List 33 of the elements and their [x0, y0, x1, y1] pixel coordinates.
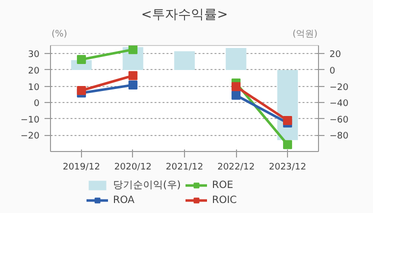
x-tick-label: 2022/12 — [217, 162, 255, 172]
y-tick-label: −10 — [20, 115, 40, 126]
y-tick-label: 10 — [28, 82, 40, 93]
y2-tick-label: 0 — [330, 66, 336, 76]
point — [128, 46, 138, 54]
y2-tick-label: 20 — [330, 50, 342, 60]
legend-label: ROIC — [212, 194, 238, 206]
legend-label: 당기순이익(우) — [113, 179, 182, 192]
y-tick-label: 0 — [34, 99, 40, 110]
y-tick-label: 30 — [28, 50, 40, 60]
bar — [226, 48, 246, 70]
y2-tick-label: −60 — [330, 115, 349, 126]
point — [283, 140, 292, 150]
point — [232, 90, 241, 100]
x-tick-label: 2023/12 — [268, 162, 306, 172]
y2-axis-title: (억원) — [292, 30, 318, 40]
y-tick-label: 20 — [28, 66, 40, 76]
y2-tick-label: −40 — [330, 99, 349, 110]
point — [128, 71, 138, 80]
legend-label: ROE — [212, 179, 234, 191]
point — [128, 80, 138, 90]
y-axis-title: (%) — [52, 30, 68, 40]
x-tick-label: 2019/12 — [62, 162, 100, 172]
y-tick-label: −20 — [20, 132, 40, 142]
legend-label: ROA — [113, 194, 136, 206]
chart-title: <투자수익률> — [141, 8, 228, 22]
y2-tick-label: −80 — [330, 132, 349, 142]
point — [232, 82, 241, 92]
y2-tick-label: −20 — [330, 82, 349, 93]
point — [76, 55, 86, 64]
x-tick-label: 2021/12 — [166, 162, 204, 172]
bar — [174, 51, 195, 70]
x-tick-label: 2020/12 — [114, 162, 152, 172]
